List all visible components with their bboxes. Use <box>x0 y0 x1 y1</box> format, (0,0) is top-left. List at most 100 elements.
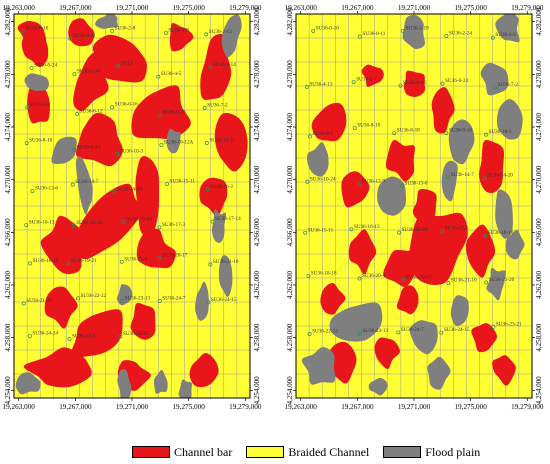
left-axis-label: 4,274,000 <box>4 113 12 141</box>
well-label: SU36-8-10 <box>29 138 52 144</box>
well-label: SU36-4-5 <box>495 32 516 38</box>
well-marker <box>118 334 123 339</box>
flood-plain-body <box>402 14 425 50</box>
well-marker <box>120 298 124 303</box>
well-marker <box>204 32 209 37</box>
well-marker <box>357 331 362 336</box>
well-label: SU36-4-14 <box>213 62 236 68</box>
flood-plain-body <box>195 281 209 321</box>
well-marker <box>439 330 444 335</box>
flood-plain-body <box>329 302 383 342</box>
channel-bar-body <box>478 139 504 193</box>
well-marker <box>71 223 76 228</box>
right-axis-label: 4,254,000 <box>535 376 543 405</box>
legend-item-flood-plain: Flood plain <box>383 445 480 460</box>
bottom-axis-label: 19,279,000 <box>511 403 544 411</box>
left-axis-label: 4,258,000 <box>286 323 294 352</box>
channel-bar-body <box>73 51 109 112</box>
top-axis-label: 19,279,000 <box>229 4 262 12</box>
well-label: SU36-8-18 <box>397 128 420 134</box>
well-marker <box>483 233 488 238</box>
channel-bar-body <box>403 70 426 97</box>
channel-bar-body <box>75 113 123 167</box>
well-label: SU36-14-20 <box>487 173 513 179</box>
well-marker <box>205 187 210 192</box>
channel-bar-body <box>374 337 401 370</box>
well-label: SU36-26-25 <box>123 331 149 337</box>
channel-bar-body <box>412 189 437 223</box>
well-marker <box>401 278 406 282</box>
channel-bar-body <box>200 33 232 100</box>
well-marker <box>357 276 362 281</box>
flood-plain-body <box>15 372 41 395</box>
well-marker <box>493 85 497 90</box>
legend-label-braided-channel: Braided Channel <box>288 444 370 459</box>
well-marker <box>157 256 162 261</box>
flood-plain-body <box>166 128 181 154</box>
well-marker <box>163 30 168 35</box>
well-label: SU36-18-10 <box>488 230 514 236</box>
legend-item-channel-bar: Channel bar <box>132 445 232 460</box>
channel-bar-body <box>76 183 143 260</box>
well-marker <box>25 105 30 110</box>
right-axis-label: 4,270,000 <box>535 165 543 194</box>
flood-plain-body <box>368 377 388 396</box>
well-marker <box>24 223 29 227</box>
right-axis-label: 4,258,000 <box>253 323 261 352</box>
well-label: SU36-10-3 <box>488 129 511 135</box>
well-marker <box>484 280 489 285</box>
channel-bar-body <box>131 85 191 140</box>
well-label: SU36-5-7 <box>356 77 377 83</box>
well-label: SU36-24-15 <box>211 297 237 303</box>
bottom-axis-label: 19,279,000 <box>229 403 262 411</box>
well-label: SU36-20-4 <box>362 273 385 279</box>
well-marker <box>159 142 164 147</box>
well-label: SU36-20-4 <box>124 256 147 262</box>
channel-bar-body <box>130 302 156 340</box>
well-marker <box>66 261 71 266</box>
well-marker <box>121 220 126 225</box>
well-label: SU36-6-16 <box>403 80 426 86</box>
left-axis-label: 4,266,000 <box>4 218 12 247</box>
flood-plain-body <box>450 295 469 327</box>
well-marker <box>308 134 312 139</box>
well-label: SU36-8-24 <box>77 144 100 150</box>
well-marker <box>208 262 213 267</box>
left-axis-label: 4,254,000 <box>286 376 294 405</box>
well-label: SU36-22-22 <box>312 328 338 334</box>
well-label: SU36-0-10 <box>25 26 48 32</box>
channel-bar-swatch <box>132 446 170 458</box>
channel-bar-body <box>136 228 176 269</box>
channel-bar-body <box>135 156 160 239</box>
well-label: SU36-10-24 <box>310 176 336 182</box>
flood-plain-body <box>211 208 227 243</box>
flood-plain-body <box>154 369 168 394</box>
left-axis-label: 4,270,000 <box>4 165 12 194</box>
left-axis-label: 4,278,000 <box>286 60 294 89</box>
well-marker <box>358 34 362 39</box>
well-marker <box>20 29 25 34</box>
braided-channel-swatch <box>246 446 285 458</box>
well-label: SU36-24-24 <box>32 331 58 337</box>
top-axis-label: 19,267,000 <box>341 4 374 12</box>
well-label: SU36-0-10 <box>316 25 339 31</box>
well-label: SU36-7-2 <box>207 102 228 108</box>
well-label: SU36-18-10 <box>33 258 59 264</box>
channel-bar-body <box>71 309 123 358</box>
bottom-axis-label: 19,263,000 <box>285 403 318 411</box>
well-label: SU36-18-18 <box>311 271 337 277</box>
bottom-axis-label: 19,271,000 <box>116 403 149 411</box>
well-label: SU36-6-3 <box>30 102 51 108</box>
channel-bar-body <box>431 87 455 134</box>
flood-plain-body <box>409 320 438 355</box>
channel-bar-body <box>40 215 87 274</box>
right-axis-label: 4,274,000 <box>253 113 261 141</box>
left-axis-label: 4,282,000 <box>4 7 12 36</box>
bottom-axis-label: 19,263,000 <box>3 403 36 411</box>
left-axis-label: 4,262,000 <box>286 270 294 299</box>
channel-bar-body <box>169 22 194 52</box>
well-label: SU36-23-3 <box>72 333 95 339</box>
well-label: SU36-8-1 <box>312 131 333 137</box>
well-label: SU36-6-23 <box>163 110 186 116</box>
well-label: SU36-16-24 <box>402 227 428 233</box>
